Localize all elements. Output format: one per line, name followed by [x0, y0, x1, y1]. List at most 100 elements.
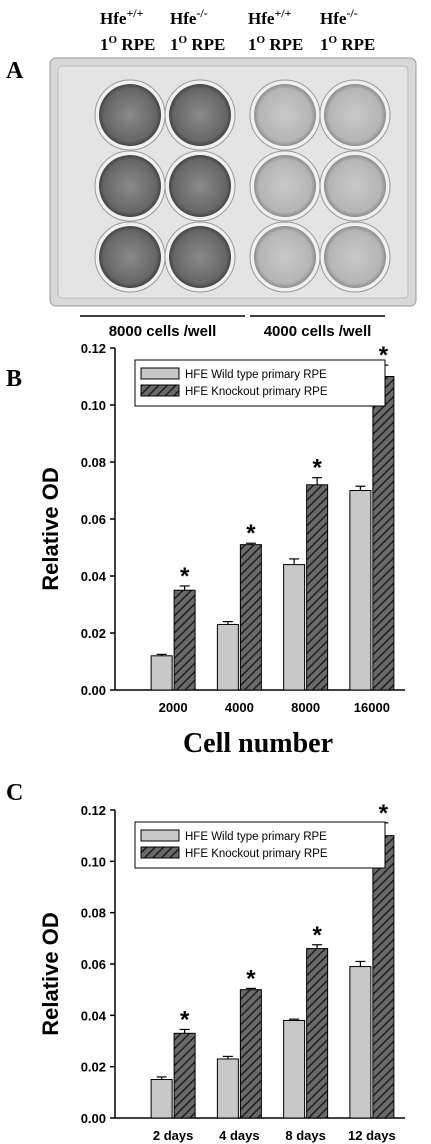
bar [150, 655, 173, 691]
label-passage: 1 [248, 35, 257, 54]
label-passage-sup: O [257, 34, 266, 46]
label-cell: RPE [121, 35, 155, 54]
well-cells [169, 226, 231, 288]
column-label: Hfe+/+ [100, 6, 144, 28]
legend-swatch [140, 846, 180, 859]
bar [372, 376, 395, 691]
y-tick-label: 0.00 [81, 1111, 106, 1126]
bar [239, 989, 262, 1119]
label-passage: 1 [320, 35, 329, 54]
bar [349, 966, 372, 1119]
y-tick-label: 0.02 [81, 626, 106, 641]
group-label: 8000 cells /well [109, 323, 217, 340]
column-label: 1O RPE [100, 34, 155, 54]
bar [216, 623, 239, 691]
bar [150, 1079, 173, 1119]
significance-star: * [180, 1006, 190, 1033]
significance-star: * [379, 342, 389, 369]
label-passage: 1 [170, 35, 179, 54]
bar [283, 564, 306, 691]
well-cells [324, 226, 386, 288]
well-cells [99, 155, 161, 217]
column-label: Hfe-/- [170, 6, 208, 28]
well-cells [324, 155, 386, 217]
label-name: Hfe [170, 9, 197, 28]
significance-star: * [180, 563, 190, 590]
bar [173, 1032, 196, 1119]
y-tick-label: 0.04 [81, 1008, 107, 1023]
label-name: Hfe [100, 9, 127, 28]
label-passage: 1 [100, 35, 109, 54]
y-tick-label: 0.00 [81, 683, 106, 698]
y-axis-label: Relative OD [38, 467, 63, 591]
label-cell: RPE [191, 35, 225, 54]
y-tick-label: 0.12 [81, 803, 106, 818]
legend-label: HFE Wild type primary RPE [185, 369, 327, 381]
x-tick-label: 4 days [219, 1128, 259, 1143]
y-tick-label: 0.02 [81, 1060, 106, 1075]
legend-swatch [140, 384, 180, 397]
legend-label: HFE Wild type primary RPE [185, 831, 327, 843]
significance-star: * [312, 922, 322, 949]
label-genotype: +/+ [126, 6, 143, 20]
y-tick-label: 0.08 [81, 906, 106, 921]
bar [283, 1019, 306, 1119]
panel-a: A [6, 57, 417, 307]
well-cells [254, 226, 316, 288]
significance-star: * [379, 800, 389, 827]
y-tick-label: 0.12 [81, 341, 106, 356]
y-tick-label: 0.08 [81, 455, 106, 470]
bar [349, 490, 372, 691]
label-cell: RPE [269, 35, 303, 54]
wells [94, 79, 391, 293]
bar [306, 484, 329, 691]
x-tick-label: 4000 [225, 700, 254, 715]
well-cells [169, 155, 231, 217]
well-cells [169, 84, 231, 146]
x-tick-label: 16000 [354, 700, 390, 715]
y-tick-label: 0.06 [81, 512, 106, 527]
label-cell: RPE [341, 35, 375, 54]
label-passage-sup: O [109, 34, 118, 46]
x-tick-label: 8 days [285, 1128, 325, 1143]
bar [216, 1058, 239, 1119]
bar [306, 948, 329, 1119]
x-axis-label: Cell number [183, 728, 333, 759]
column-label: 1O RPE [320, 34, 375, 54]
label-genotype: -/- [196, 6, 207, 20]
label-genotype: -/- [346, 6, 357, 20]
y-tick-label: 0.10 [81, 854, 106, 869]
bar [173, 589, 196, 691]
panel-label: B [6, 366, 22, 392]
y-tick-label: 0.06 [81, 957, 106, 972]
y-tick-label: 0.04 [81, 569, 107, 584]
significance-star: * [246, 965, 256, 992]
panel-label: C [6, 780, 23, 806]
group-label: 4000 cells /well [264, 323, 372, 340]
well-cells [254, 155, 316, 217]
label-passage-sup: O [179, 34, 188, 46]
x-tick-label: 2 days [153, 1128, 193, 1143]
label-name: Hfe [248, 9, 275, 28]
x-tick-label: 12 days [348, 1128, 396, 1143]
x-tick-label: 8000 [291, 700, 320, 715]
well-cells [99, 226, 161, 288]
column-label: 1O RPE [248, 34, 303, 54]
column-label: Hfe-/- [320, 6, 358, 28]
label-name: Hfe [320, 9, 347, 28]
legend-label: HFE Knockout primary RPE [185, 848, 328, 860]
column-label: 1O RPE [170, 34, 225, 54]
panel-label: A [6, 58, 24, 84]
label-passage-sup: O [329, 34, 338, 46]
y-tick-label: 0.10 [81, 398, 106, 413]
x-tick-label: 2000 [159, 700, 188, 715]
significance-star: * [246, 520, 256, 547]
well-cells [254, 84, 316, 146]
legend-box [134, 821, 386, 869]
column-label: Hfe+/+ [248, 6, 292, 28]
legend-swatch [140, 367, 180, 380]
well-cells [324, 84, 386, 146]
legend-swatch [140, 829, 180, 842]
bar [372, 835, 395, 1119]
